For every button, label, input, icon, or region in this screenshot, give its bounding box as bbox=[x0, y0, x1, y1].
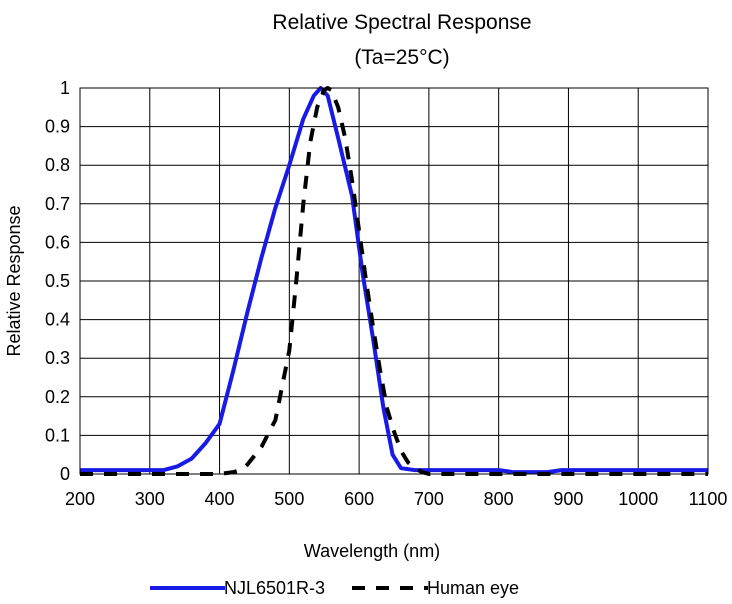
series-line-njl6501r-3 bbox=[80, 86, 708, 475]
chart-subtitle: (Ta=25°C) bbox=[354, 46, 449, 69]
x-tick-label-400: 400 bbox=[205, 489, 235, 509]
x-tick-label-800: 800 bbox=[484, 489, 514, 509]
x-tick-label-500: 500 bbox=[274, 489, 304, 509]
y-tick-label-0-7: 0.7 bbox=[45, 194, 70, 214]
legend: NJL6501R-3 Human eye bbox=[150, 578, 519, 598]
y-tick-label-0-5: 0.5 bbox=[45, 271, 70, 291]
y-tick-label-0-8: 0.8 bbox=[45, 155, 70, 175]
y-tick-label-0: 0 bbox=[60, 464, 70, 484]
y-tick-label-0-9: 0.9 bbox=[45, 117, 70, 137]
x-tick-label-200: 200 bbox=[65, 489, 95, 509]
series-lines bbox=[80, 86, 708, 476]
y-tick-label-1: 1 bbox=[60, 78, 70, 98]
y-tick-label-0-2: 0.2 bbox=[45, 387, 70, 407]
x-axis-title: Wavelength (nm) bbox=[304, 541, 440, 561]
x-tick-label-600: 600 bbox=[344, 489, 374, 509]
y-tick-label-0-1: 0.1 bbox=[45, 425, 70, 445]
x-tick-label-900: 900 bbox=[553, 489, 583, 509]
legend-label-njl6501r-3: NJL6501R-3 bbox=[224, 578, 325, 598]
x-tick-label-1100: 1100 bbox=[689, 489, 728, 509]
chart-title: Relative Spectral Response bbox=[272, 11, 531, 34]
y-tick-label-0-6: 0.6 bbox=[45, 232, 70, 252]
x-tick-label-700: 700 bbox=[414, 489, 444, 509]
grid-lines bbox=[79, 87, 709, 475]
x-tick-label-1000: 1000 bbox=[618, 489, 658, 509]
plot-frame bbox=[79, 87, 709, 475]
tick-labels: 200 300 400 500 600 700 800 900 1000 1100 0 0.1 0.2 0… bbox=[45, 78, 727, 509]
y-tick-label-0-4: 0.4 bbox=[45, 310, 70, 330]
y-axis-title: Relative Response bbox=[4, 205, 24, 356]
x-tick-label-300: 300 bbox=[135, 489, 165, 509]
legend-label-human-eye: Human eye bbox=[427, 578, 519, 598]
y-tick-label-0-3: 0.3 bbox=[45, 348, 70, 368]
